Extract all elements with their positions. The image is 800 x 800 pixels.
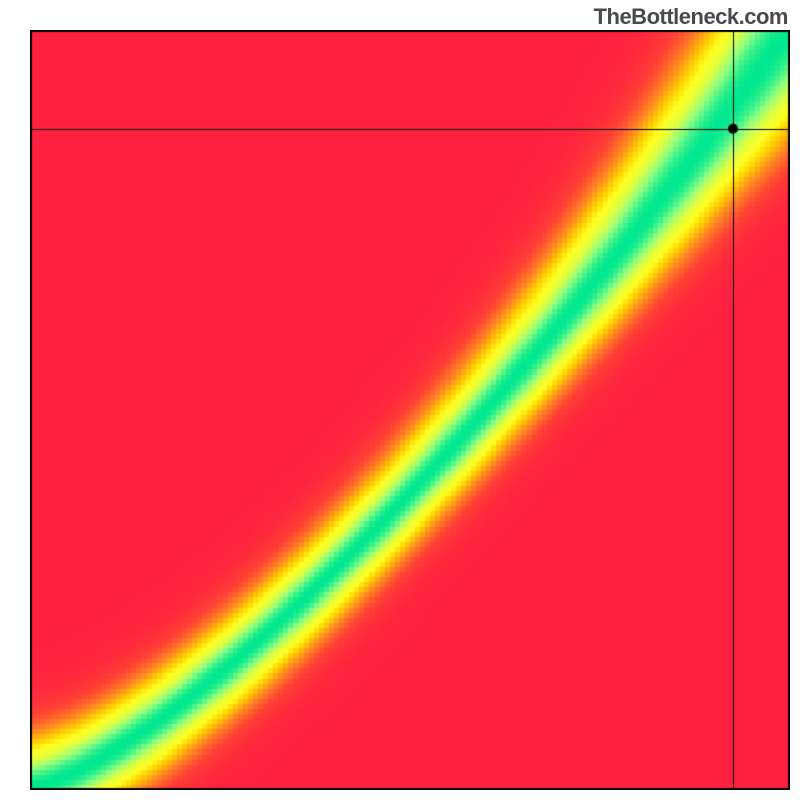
- watermark-text: TheBottleneck.com: [594, 4, 788, 30]
- bottleneck-heatmap-canvas: [30, 30, 790, 790]
- chart-container: TheBottleneck.com: [0, 0, 800, 800]
